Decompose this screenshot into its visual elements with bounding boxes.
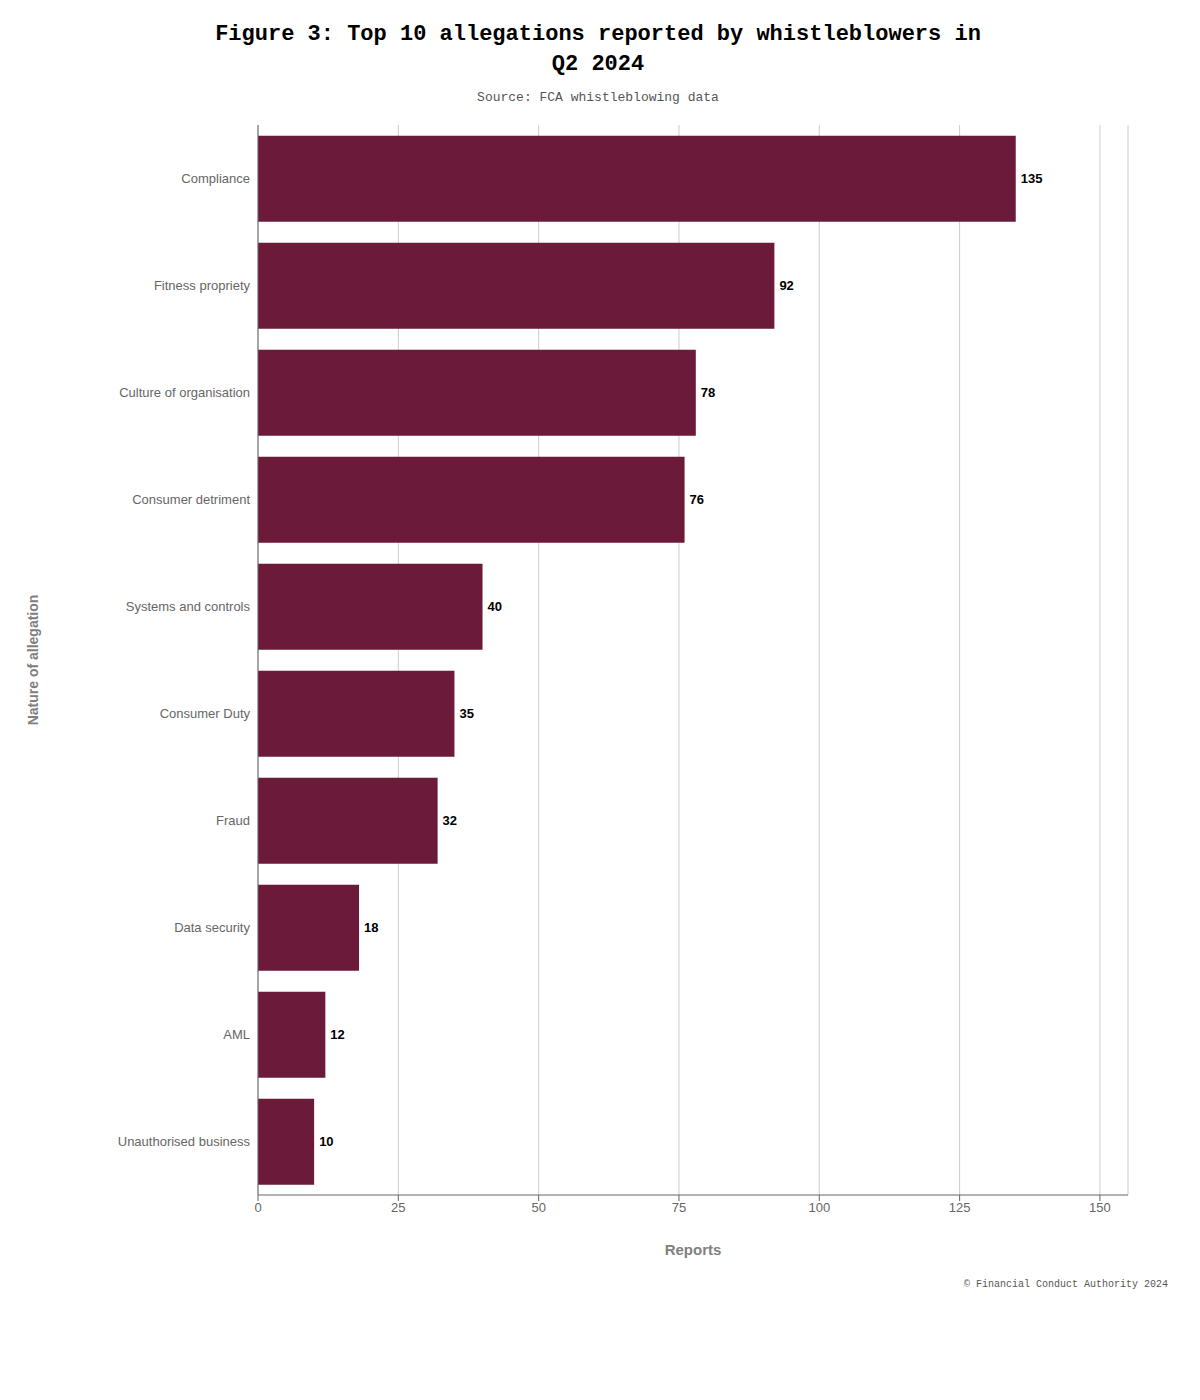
svg-text:35: 35 [459, 706, 473, 721]
svg-text:AML: AML [223, 1027, 250, 1042]
svg-text:150: 150 [1089, 1200, 1111, 1215]
html-text:Figure 3: Top 10 allegations r: Figure 3: Top 10 allegations reported by… [215, 22, 981, 47]
svg-text:75: 75 [672, 1200, 686, 1215]
svg-text:Fitness propriety: Fitness propriety [154, 278, 251, 293]
svg-text:Systems and controls: Systems and controls [126, 599, 251, 614]
svg-text:25: 25 [391, 1200, 405, 1215]
svg-text:10: 10 [319, 1134, 333, 1149]
svg-text:135: 135 [1021, 171, 1043, 186]
svg-text:Data security: Data security [174, 920, 250, 935]
html-text:Source: FCA whistleblowing dat: Source: FCA whistleblowing data [477, 90, 719, 105]
svg-text:125: 125 [949, 1200, 971, 1215]
svg-text:Consumer detriment: Consumer detriment [132, 492, 250, 507]
svg-text:78: 78 [701, 385, 715, 400]
svg-text:Compliance: Compliance [181, 171, 250, 186]
svg-text:Nature of allegation: Nature of allegation [25, 595, 41, 726]
svg-text:Reports: Reports [665, 1241, 722, 1258]
html-text:Q2 2024: Q2 2024 [551, 52, 645, 77]
svg-text:32: 32 [443, 813, 457, 828]
svg-text:Unauthorised business: Unauthorised business [118, 1134, 251, 1149]
svg-text:92: 92 [779, 278, 793, 293]
svg-text:50: 50 [531, 1200, 545, 1215]
svg-text:Consumer Duty: Consumer Duty [160, 706, 251, 721]
svg-text:100: 100 [808, 1200, 830, 1215]
svg-text:Fraud: Fraud [216, 813, 250, 828]
svg-text:18: 18 [364, 920, 378, 935]
html-text:© Financial Conduct Authority: © Financial Conduct Authority 2024 [964, 1279, 1168, 1290]
svg-text:76: 76 [690, 492, 704, 507]
svg-text:40: 40 [488, 599, 502, 614]
svg-text:Culture of organisation: Culture of organisation [119, 385, 250, 400]
svg-text:12: 12 [330, 1027, 344, 1042]
svg-text:0: 0 [254, 1200, 261, 1215]
